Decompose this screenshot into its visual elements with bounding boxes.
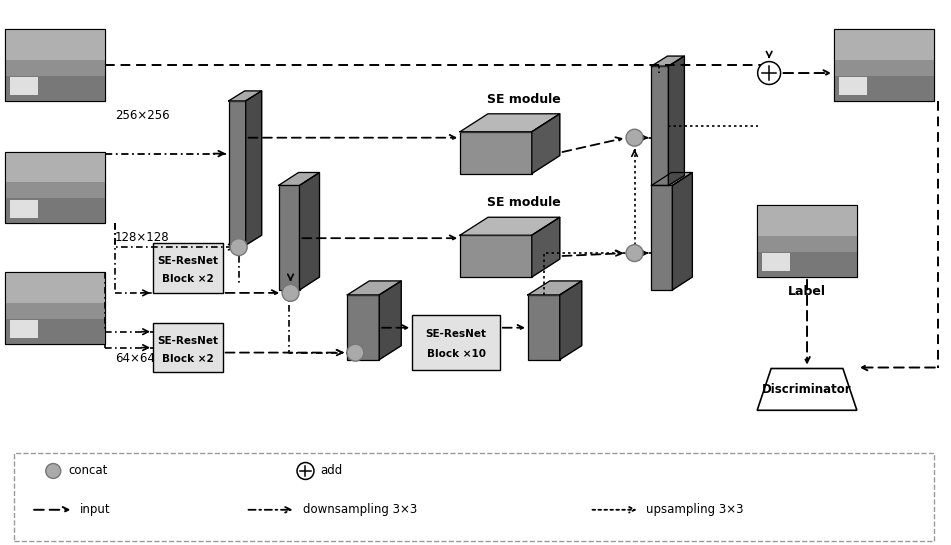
Text: 256×256: 256×256 bbox=[115, 109, 169, 122]
Bar bbox=[6, 152, 105, 223]
Text: Block ×2: Block ×2 bbox=[162, 274, 214, 284]
Bar bbox=[6, 29, 105, 101]
Bar bbox=[757, 205, 857, 277]
Bar bbox=[6, 152, 105, 184]
Bar bbox=[757, 205, 857, 238]
FancyBboxPatch shape bbox=[14, 453, 934, 541]
Polygon shape bbox=[672, 173, 692, 290]
Text: Block ×10: Block ×10 bbox=[427, 349, 486, 359]
Text: SE module: SE module bbox=[487, 196, 561, 209]
Text: Discriminator: Discriminator bbox=[762, 383, 852, 396]
Bar bbox=[460, 132, 532, 173]
Bar bbox=[528, 295, 560, 360]
Bar bbox=[762, 253, 790, 271]
Polygon shape bbox=[528, 281, 582, 295]
Polygon shape bbox=[300, 173, 320, 290]
Bar bbox=[651, 185, 672, 290]
Polygon shape bbox=[532, 217, 560, 277]
Polygon shape bbox=[347, 281, 401, 295]
Bar bbox=[460, 235, 532, 277]
Bar bbox=[10, 320, 38, 338]
Text: Label: Label bbox=[788, 285, 826, 298]
Bar bbox=[6, 183, 105, 198]
Bar bbox=[6, 272, 105, 344]
Text: add: add bbox=[320, 464, 342, 477]
Text: SE-ResNet: SE-ResNet bbox=[157, 256, 219, 266]
Text: upsampling 3×3: upsampling 3×3 bbox=[647, 503, 744, 516]
Bar bbox=[10, 77, 38, 95]
Bar bbox=[6, 198, 105, 223]
Text: SE-ResNet: SE-ResNet bbox=[157, 336, 219, 346]
Bar bbox=[839, 77, 867, 95]
Polygon shape bbox=[245, 91, 262, 245]
Circle shape bbox=[347, 344, 364, 361]
Text: input: input bbox=[80, 503, 110, 516]
Bar bbox=[6, 303, 105, 319]
Polygon shape bbox=[757, 368, 857, 410]
FancyBboxPatch shape bbox=[153, 243, 223, 293]
Text: 64×64: 64×64 bbox=[115, 352, 155, 365]
Bar bbox=[834, 29, 934, 101]
Bar bbox=[6, 29, 105, 62]
Text: 128×128: 128×128 bbox=[115, 231, 169, 244]
Polygon shape bbox=[460, 114, 560, 132]
Circle shape bbox=[230, 239, 247, 256]
Bar bbox=[757, 205, 857, 277]
Bar bbox=[347, 295, 379, 360]
Bar bbox=[6, 272, 105, 304]
Bar bbox=[834, 60, 934, 76]
Text: concat: concat bbox=[68, 464, 107, 477]
Polygon shape bbox=[651, 173, 692, 185]
Bar bbox=[6, 152, 105, 223]
Bar bbox=[834, 29, 934, 101]
Bar bbox=[229, 101, 245, 245]
FancyBboxPatch shape bbox=[412, 315, 500, 370]
Bar bbox=[6, 272, 105, 344]
Bar bbox=[757, 236, 857, 252]
Text: SE module: SE module bbox=[487, 93, 561, 106]
Polygon shape bbox=[229, 91, 262, 101]
Bar bbox=[834, 76, 934, 101]
Bar bbox=[6, 29, 105, 101]
Bar bbox=[10, 199, 38, 217]
Circle shape bbox=[297, 463, 314, 480]
Bar bbox=[279, 185, 300, 290]
Text: downsampling 3×3: downsampling 3×3 bbox=[302, 503, 417, 516]
Circle shape bbox=[282, 284, 299, 301]
Polygon shape bbox=[532, 114, 560, 173]
Polygon shape bbox=[669, 56, 685, 185]
Circle shape bbox=[758, 62, 781, 84]
Text: Block ×2: Block ×2 bbox=[162, 354, 214, 364]
Bar bbox=[6, 76, 105, 101]
Bar bbox=[6, 319, 105, 344]
Text: SE-ResNet: SE-ResNet bbox=[425, 330, 487, 340]
Polygon shape bbox=[651, 56, 685, 66]
FancyBboxPatch shape bbox=[153, 323, 223, 372]
Circle shape bbox=[626, 245, 643, 262]
Polygon shape bbox=[379, 281, 401, 360]
Circle shape bbox=[46, 463, 61, 479]
Polygon shape bbox=[560, 281, 582, 360]
Polygon shape bbox=[279, 173, 320, 185]
Bar bbox=[757, 252, 857, 277]
Bar bbox=[6, 60, 105, 76]
Bar bbox=[651, 66, 669, 185]
Polygon shape bbox=[460, 217, 560, 235]
Bar bbox=[834, 29, 934, 62]
Circle shape bbox=[626, 129, 643, 146]
